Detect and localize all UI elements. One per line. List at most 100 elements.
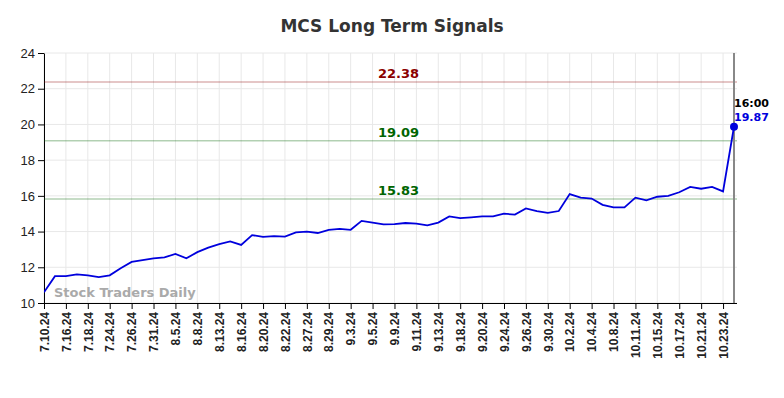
y-tick: 18 — [21, 153, 44, 168]
x-tick-label: 9.30.24 — [542, 312, 556, 352]
x-grid-line — [306, 53, 307, 303]
x-tick-label: 10.15.24 — [651, 312, 665, 359]
x-grid-line — [219, 53, 220, 303]
x-tick-mark — [373, 303, 374, 309]
x-tick-mark — [526, 303, 527, 309]
reference-lines: 22.3819.0915.83 — [44, 66, 737, 199]
x-tick-label: 8.16.24 — [235, 312, 249, 352]
x-tick-mark — [132, 303, 133, 309]
x-tick-mark — [482, 303, 483, 309]
x-tick-mark — [351, 303, 352, 309]
x-tick: 9.18.24 — [454, 303, 468, 352]
x-tick: 8.13.24 — [213, 303, 227, 352]
price-line — [44, 127, 734, 293]
x-tick: 10.21.24 — [695, 303, 709, 359]
x-tick-label: 9.5.24 — [366, 312, 380, 346]
x-tick-label: 9.9.24 — [388, 312, 402, 346]
x-tick-label: 9.20.24 — [476, 312, 490, 352]
y-tick-label: 18 — [21, 153, 35, 168]
x-grid-line — [131, 53, 132, 303]
y-tick-label: 12 — [21, 260, 35, 275]
x-tick-mark — [701, 303, 702, 309]
x-tick-label: 10.4.24 — [585, 312, 599, 352]
x-grid-line — [504, 53, 505, 303]
x-grid-line — [197, 53, 198, 303]
x-grid-line — [175, 53, 176, 303]
x-tick-mark — [329, 303, 330, 309]
x-tick-label: 9.3.24 — [344, 312, 358, 346]
x-tick: 10.23.24 — [717, 303, 731, 359]
x-tick-label: 7.31.24 — [147, 312, 161, 352]
x-tick-label: 9.13.24 — [432, 312, 446, 352]
x-tick: 7.31.24 — [147, 303, 161, 352]
chart: MCS Long Term SignalsStock Traders Daily… — [0, 0, 784, 398]
x-tick: 9.30.24 — [542, 303, 556, 352]
x-tick: 9.11.24 — [410, 303, 424, 351]
x-tick-label: 7.26.24 — [125, 312, 139, 352]
x-grid-line — [723, 53, 724, 303]
x-tick-label: 9.18.24 — [454, 312, 468, 352]
x-tick-label: 8.22.24 — [279, 312, 293, 352]
x-tick-mark — [285, 303, 286, 309]
y-grid-line — [44, 231, 737, 232]
x-tick-label: 10.21.24 — [695, 312, 709, 359]
x-tick: 10.8.24 — [607, 303, 621, 352]
x-tick: 10.15.24 — [651, 303, 665, 359]
x-tick-mark — [66, 303, 67, 309]
x-tick-mark — [504, 303, 505, 309]
y-tick: 20 — [21, 117, 44, 132]
x-tick: 9.13.24 — [432, 303, 446, 352]
x-grid-line — [657, 53, 658, 303]
x-tick-mark — [307, 303, 308, 309]
y-tick-mark — [38, 53, 44, 54]
x-tick: 8.16.24 — [235, 303, 249, 352]
x-tick-mark — [219, 303, 220, 309]
reference-label: 19.09 — [378, 125, 419, 140]
x-tick-mark — [570, 303, 571, 309]
y-tick: 22 — [21, 81, 44, 96]
x-grid-line — [613, 53, 614, 303]
y-tick-mark — [38, 160, 44, 161]
x-tick-mark — [154, 303, 155, 309]
x-axis: 7.10.247.16.247.18.247.24.247.26.247.31.… — [38, 303, 737, 359]
y-tick: 16 — [21, 189, 44, 204]
y-tick-label: 20 — [21, 117, 35, 132]
y-grid-line — [44, 53, 737, 54]
y-tick: 10 — [21, 296, 44, 311]
x-tick-label: 8.27.24 — [301, 312, 315, 352]
y-tick-label: 24 — [21, 46, 35, 61]
x-tick: 8.27.24 — [301, 303, 315, 352]
x-grid-line — [591, 53, 592, 303]
y-tick-label: 16 — [21, 189, 35, 204]
x-tick-mark — [110, 303, 111, 309]
y-tick-mark — [38, 89, 44, 90]
x-tick-mark — [438, 303, 439, 309]
x-tick-mark — [679, 303, 680, 309]
x-tick: 7.10.24 — [38, 303, 52, 352]
x-tick-label: 8.13.24 — [213, 312, 227, 352]
x-axis-line — [44, 303, 737, 304]
x-tick-label: 10.2.24 — [563, 312, 577, 352]
x-tick-mark — [723, 303, 724, 309]
x-tick: 7.16.24 — [60, 303, 74, 352]
x-grid-line — [263, 53, 264, 303]
y-tick-mark — [38, 232, 44, 233]
x-tick-label: 8.8.24 — [191, 312, 205, 346]
x-grid-line — [109, 53, 110, 303]
x-tick-label: 7.10.24 — [38, 312, 52, 352]
x-tick-label: 8.5.24 — [169, 312, 183, 346]
x-grid-line — [284, 53, 285, 303]
x-tick: 10.4.24 — [585, 303, 599, 352]
x-tick: 9.9.24 — [388, 303, 402, 345]
x-grid-line — [87, 53, 88, 303]
x-tick-mark — [197, 303, 198, 309]
y-tick-mark — [38, 303, 44, 304]
x-grid-line — [241, 53, 242, 303]
x-tick-label: 10.17.24 — [673, 312, 687, 359]
x-tick: 8.8.24 — [191, 303, 205, 345]
reference-label: 15.83 — [378, 183, 419, 198]
y-tick: 24 — [21, 46, 44, 61]
y-tick-mark — [38, 267, 44, 268]
y-tick-label: 10 — [21, 296, 35, 311]
x-grid-line — [153, 53, 154, 303]
